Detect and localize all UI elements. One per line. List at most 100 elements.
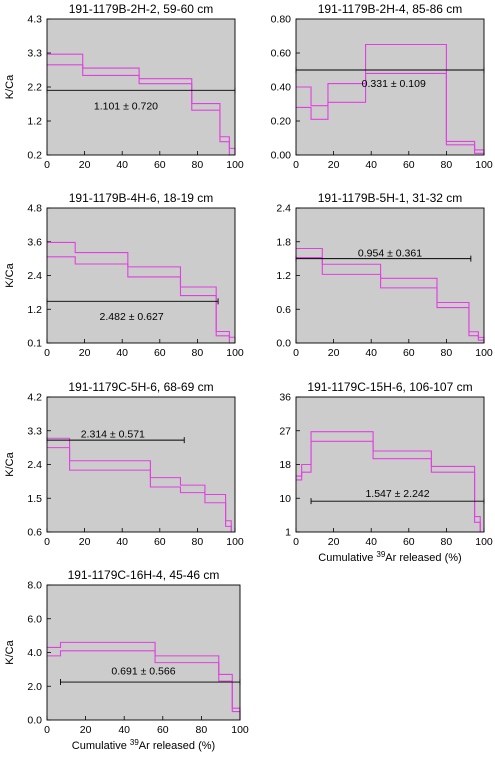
y-tick-label: 0.00 [271,150,292,162]
x-tick-label: 60 [157,724,169,736]
plot-frame [46,207,236,344]
mean-value-label: 2.314 ± 0.571 [81,428,145,440]
chart-title: 191-1179B-2H-4, 85-86 cm [318,2,463,16]
plot-frame [46,396,236,533]
plot-frame [295,396,485,533]
x-tick-label: 20 [328,536,340,548]
x-tick-label: 40 [116,347,128,359]
x-axis-label: Cumulative 39Ar released (%) [72,738,215,752]
chart-panel-1: 191-1179B-2H-2, 59-60 cm 0.2 1.2 2.2 3.3 4.3 0… [4,2,244,171]
y-tick-label: 2.4 [27,270,42,282]
x-tick-label: 40 [365,347,377,359]
y-tick-label: 8.0 [27,580,42,592]
plot-area [47,585,240,720]
plot-frame [46,18,236,156]
chart-title: 191-1179C-5H-6, 68-69 cm [68,380,213,394]
plot-area [47,208,235,343]
x-axis-label: Cumulative 39Ar released (%) [318,550,461,564]
x-tick-label: 60 [154,347,166,359]
y-tick-label: 2.4 [27,459,42,471]
x-tick-label: 100 [226,159,244,171]
y-tick-label: 10 [279,493,291,505]
x-tick-label: 60 [154,159,166,171]
mean-value-label: 0.331 ± 0.109 [362,78,426,90]
chart-title: 191-1179B-2H-2, 59-60 cm [69,2,214,16]
y-tick-label: 3.3 [27,48,42,60]
y-tick-label: 3.3 [27,425,42,437]
y-axis-label: K/Ca [4,74,16,99]
x-tick-label: 0 [44,536,50,548]
y-tick-label: 4.8 [27,203,42,215]
y-tick-label: 0.80 [271,14,292,26]
y-tick-label: 3.6 [27,236,42,248]
y-tick-label: 27 [279,425,291,437]
y-tick-label: 0.0 [27,715,42,727]
x-tick-label: 80 [192,159,204,171]
mean-value-label: 1.101 ± 0.720 [94,100,158,112]
y-axis-label: K/Ca [4,451,16,476]
spectrum-lower-line [296,440,481,532]
chart-panel-4: 191-1179B-5H-1, 31-32 cm 0.0 0.6 1.2 1.8 2.4 0… [276,191,493,359]
x-tick-label: 100 [231,724,249,736]
plot-frame [295,18,485,156]
x-tick-label: 20 [328,159,340,171]
y-tick-label: 18 [279,459,291,471]
y-axis-label: K/Ca [4,639,16,664]
chart-title: 191-1179B-5H-1, 31-32 cm [318,191,463,205]
chart-panel-6: 191-1179C-15H-6, 106-107 cm 1 10 18 27 36 0 20 4… [279,380,493,564]
plot-area [47,19,235,155]
x-tick-label: 0 [293,347,299,359]
y-tick-label: 0.20 [271,116,292,128]
y-tick-label: 1.5 [27,493,42,505]
plot-frame [46,584,241,721]
chart-title: 191-1179B-4H-6, 18-19 cm [69,191,214,205]
x-tick-label: 60 [154,536,166,548]
spectrum-lower-line [296,72,485,155]
x-tick-label: 100 [475,536,493,548]
x-tick-label: 20 [79,159,91,171]
spectrum-upper-line [47,641,241,720]
y-tick-label: 1.8 [276,236,291,248]
x-tick-label: 40 [365,159,377,171]
mean-value-label: 2.482 ± 0.627 [100,311,164,323]
plot-area [296,19,484,155]
chart-panel-3: 191-1179B-4H-6, 18-19 cm 0.1 1.2 2.4 3.6 4.8 0… [4,191,244,359]
mean-value-label: 1.547 ± 2.242 [365,488,429,500]
y-tick-label: 2.0 [27,681,42,693]
y-tick-label: 2.2 [27,82,42,94]
x-tick-label: 20 [79,536,91,548]
x-tick-label: 80 [441,536,453,548]
x-tick-label: 0 [44,159,50,171]
y-axis-label: K/Ca [4,262,16,287]
chart-title: 191-1179C-15H-6, 106-107 cm [307,380,472,394]
mean-value-label: 0.691 ± 0.566 [111,666,175,678]
y-tick-label: 0.1 [27,338,42,350]
x-tick-label: 80 [192,347,204,359]
x-tick-label: 0 [293,536,299,548]
y-tick-label: 2.4 [276,203,291,215]
x-tick-label: 100 [226,536,244,548]
y-tick-label: 0.0 [276,338,291,350]
plot-area [47,397,235,532]
x-tick-label: 80 [441,347,453,359]
y-tick-label: 0.2 [27,150,42,162]
x-tick-label: 0 [44,724,50,736]
chart-panel-7: 191-1179C-16H-4, 45-46 cm 0.0 2.0 4.0 6.0 8.0… [4,568,249,752]
y-tick-label: 4.2 [27,392,42,404]
x-tick-label: 20 [79,347,91,359]
plot-area [296,397,484,532]
plot-frame [295,207,485,344]
spectrum-lower-line [47,650,241,720]
y-tick-label: 1 [285,527,291,539]
y-tick-label: 1.2 [27,116,42,128]
y-tick-label: 0.40 [271,82,292,94]
chart-title: 191-1179C-16H-4, 45-46 cm [68,568,220,582]
y-tick-label: 0.6 [27,527,42,539]
spectrum-lower-line [47,64,235,156]
x-tick-label: 100 [475,347,493,359]
chart-panel-2: 191-1179B-2H-4, 85-86 cm 0.00 0.20 0.40 0.60… [271,2,493,171]
y-tick-label: 4.3 [27,14,42,26]
x-tick-label: 80 [192,536,204,548]
y-tick-label: 1.2 [27,304,42,316]
